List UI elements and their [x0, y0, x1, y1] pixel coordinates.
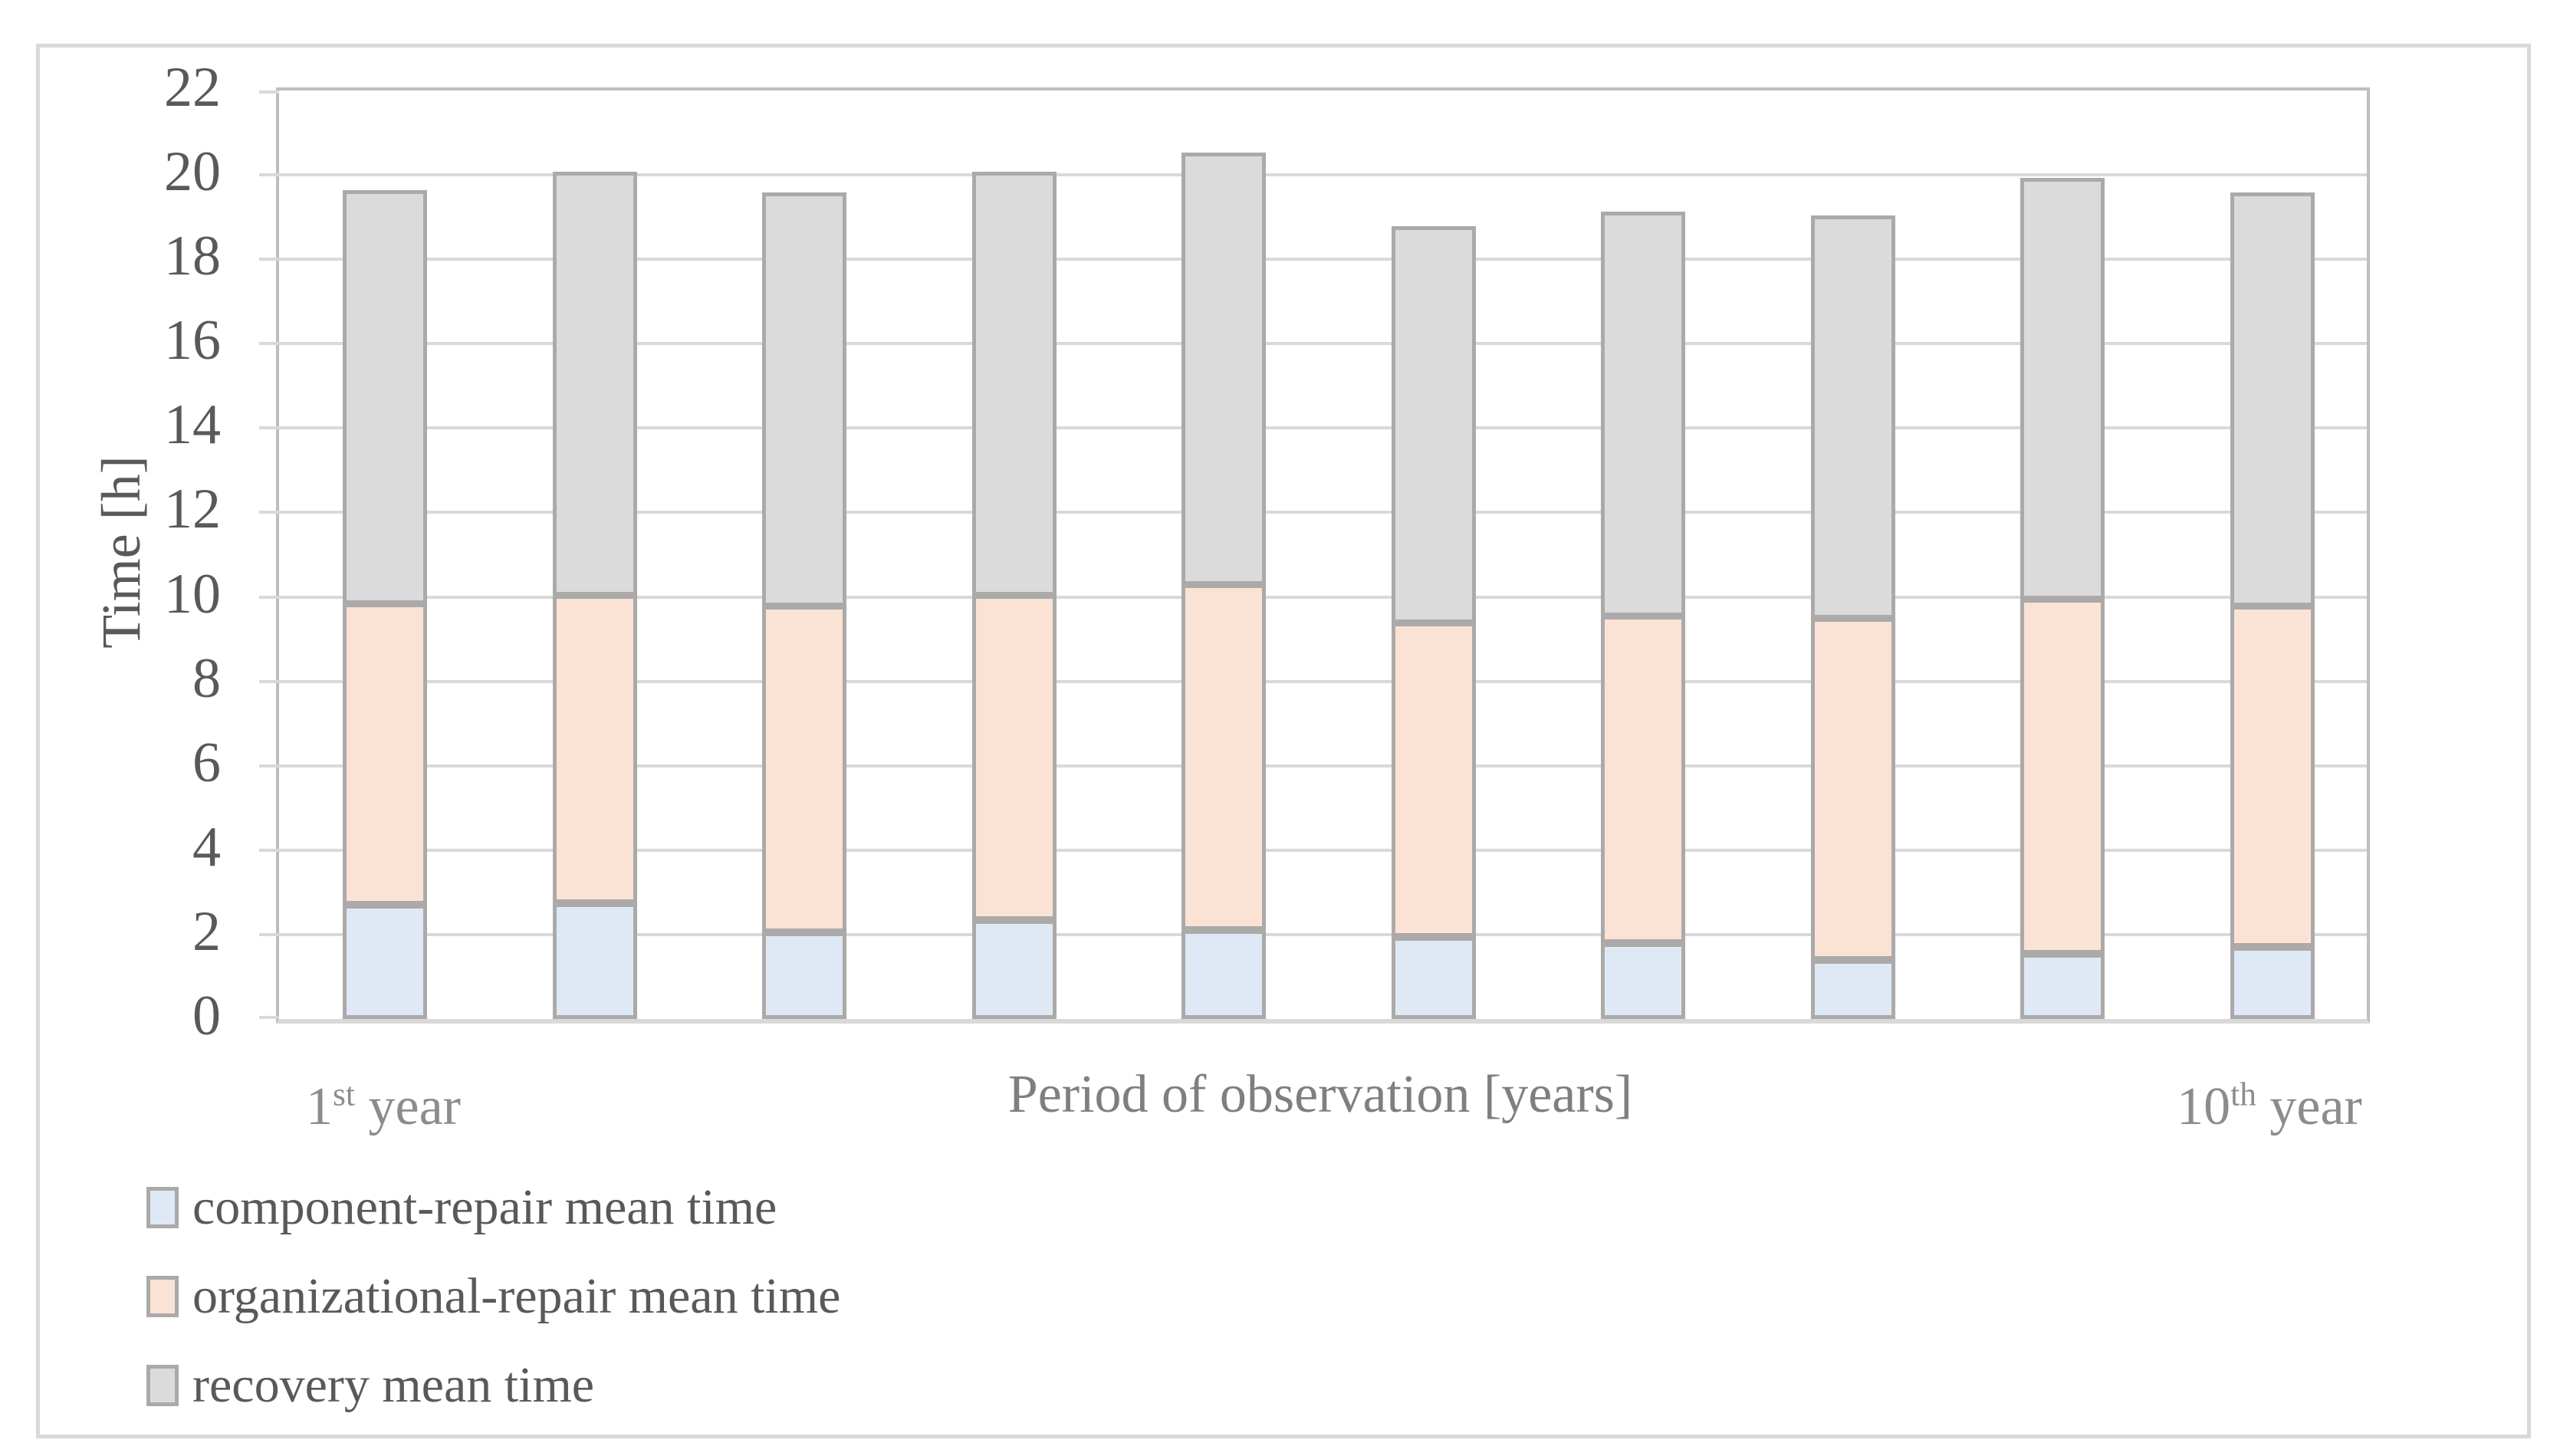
y-tick-label-14: 14: [164, 393, 221, 457]
gridline-y-6: [279, 764, 2367, 767]
chart-legend: component-repair mean time organizational…: [146, 1182, 840, 1454]
bar-segment-recovery-year-1: [343, 190, 427, 604]
bar-segment-recovery-year-7: [1601, 211, 1686, 617]
plot-area: [259, 87, 2370, 1024]
gridline-y-8: [279, 679, 2367, 683]
bar-segment-recovery-year-9: [2020, 177, 2105, 600]
y-tick-label-8: 8: [192, 646, 221, 710]
stacked-bar-year-9: [2020, 177, 2105, 1019]
legend-label: recovery mean time: [192, 1357, 595, 1413]
y-tickmark-12: [259, 511, 279, 514]
bar-segment-component-repair-year-9: [2020, 953, 2105, 1019]
stacked-bar-year-2: [552, 171, 637, 1019]
bar-segment-organizational-repair-year-3: [762, 605, 847, 933]
bar-segment-organizational-repair-year-5: [1181, 584, 1267, 931]
bar-segment-recovery-year-2: [552, 171, 637, 596]
stacked-bar-year-8: [1810, 215, 1895, 1019]
legend-label: organizational-repair mean time: [192, 1268, 841, 1324]
bar-segment-recovery-year-4: [971, 171, 1057, 596]
gridline-y-12: [279, 511, 2367, 514]
bar-segment-organizational-repair-year-8: [1810, 618, 1895, 960]
stacked-bar-year-4: [971, 171, 1057, 1019]
bar-segment-component-repair-year-3: [762, 932, 847, 1019]
y-tick-label-10: 10: [164, 562, 221, 626]
ordinal-suffix: th: [2230, 1076, 2256, 1113]
stacked-bar-year-1: [343, 190, 427, 1019]
y-tickmark-18: [259, 258, 279, 261]
legend-swatch-icon: [146, 1276, 179, 1317]
ordinal-suffix: st: [333, 1076, 355, 1113]
x-tick-first-year: 1st year: [306, 1076, 461, 1136]
y-tickmark-22: [259, 90, 279, 94]
legend-item-1: component-repair mean time: [146, 1182, 840, 1233]
x-tick-last-year: 10th year: [2177, 1076, 2362, 1136]
bar-segment-recovery-year-8: [1810, 215, 1895, 620]
y-axis-title: Time [h]: [90, 455, 152, 649]
figure-border: [36, 44, 2531, 1438]
gridline-y-14: [279, 426, 2367, 430]
bar-segment-recovery-year-5: [1181, 152, 1267, 586]
stacked-bar-year-10: [2230, 192, 2315, 1019]
bar-segment-organizational-repair-year-1: [343, 603, 427, 905]
y-tickmark-14: [259, 426, 279, 430]
y-tickmark-20: [259, 173, 279, 177]
y-tick-label-0: 0: [192, 984, 221, 1047]
gridline-y-18: [279, 258, 2367, 261]
bar-segment-component-repair-year-6: [1391, 936, 1476, 1019]
bar-segment-component-repair-year-4: [971, 919, 1057, 1019]
y-tick-label-16: 16: [164, 309, 221, 373]
legend-swatch-icon: [146, 1365, 179, 1406]
bar-segment-organizational-repair-year-4: [971, 594, 1057, 920]
bar-segment-component-repair-year-5: [1181, 930, 1267, 1019]
y-tick-label-22: 22: [164, 56, 221, 119]
y-tick-label-6: 6: [192, 731, 221, 794]
y-tick-label-18: 18: [164, 225, 221, 288]
y-tickmark-16: [259, 342, 279, 346]
x-axis-title: Period of observation [years]: [1007, 1065, 1633, 1124]
bar-segment-recovery-year-3: [762, 192, 847, 606]
gridline-y-2: [279, 932, 2367, 936]
bar-segment-recovery-year-10: [2230, 192, 2315, 606]
bar-segment-organizational-repair-year-9: [2020, 599, 2105, 954]
stacked-bar-year-3: [762, 192, 847, 1019]
bar-segment-component-repair-year-8: [1810, 959, 1895, 1019]
y-tick-label-4: 4: [192, 815, 221, 879]
legend-item-2: organizational-repair mean time: [146, 1271, 840, 1322]
bar-segment-organizational-repair-year-6: [1391, 622, 1476, 937]
stacked-bar-year-6: [1391, 226, 1476, 1019]
bar-segment-component-repair-year-10: [2230, 947, 2315, 1019]
bar-segment-recovery-year-6: [1391, 226, 1476, 623]
bar-segment-component-repair-year-7: [1601, 942, 1686, 1019]
gridline-y-16: [279, 342, 2367, 346]
bar-segment-organizational-repair-year-2: [552, 594, 637, 903]
y-tickmark-2: [259, 932, 279, 936]
bar-segment-organizational-repair-year-10: [2230, 605, 2315, 948]
y-tickmark-8: [259, 679, 279, 683]
stacked-bar-year-5: [1181, 152, 1267, 1019]
y-tickmark-10: [259, 595, 279, 599]
gridline-y-10: [279, 595, 2367, 599]
y-tick-label-2: 2: [192, 899, 221, 963]
gridline-y-4: [279, 848, 2367, 852]
y-tickmark-0: [259, 1016, 279, 1019]
y-tickmark-6: [259, 764, 279, 767]
bar-segment-organizational-repair-year-7: [1601, 616, 1686, 943]
legend-swatch-icon: [146, 1187, 179, 1228]
legend-item-3: recovery mean time: [146, 1360, 840, 1411]
stacked-bar-year-7: [1601, 211, 1686, 1019]
y-tick-label-12: 12: [164, 478, 221, 541]
y-tick-label-20: 20: [164, 140, 221, 204]
gridline-y-20: [279, 173, 2367, 177]
y-tickmark-4: [259, 848, 279, 852]
bar-segment-component-repair-year-1: [343, 905, 427, 1019]
bar-segment-component-repair-year-2: [552, 902, 637, 1019]
legend-label: component-repair mean time: [192, 1179, 777, 1235]
